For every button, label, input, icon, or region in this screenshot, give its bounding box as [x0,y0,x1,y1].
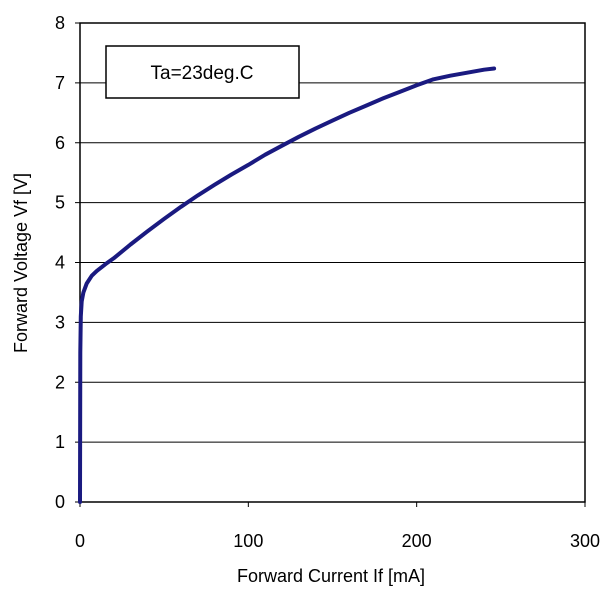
annotation-text: Ta=23deg.C [151,63,254,84]
x-tick-label: 100 [233,531,263,551]
y-axis-title: Forward Voltage Vf [V] [11,173,31,353]
axis-ticks: 0 1 2 3 4 5 6 7 8 0 100 200 300 [55,13,600,551]
y-tick-label: 8 [55,13,65,33]
x-axis-title: Forward Current If [mA] [237,566,425,586]
y-tick-label: 1 [55,432,65,452]
x-tick-label: 200 [402,531,432,551]
grid-lines [80,82,585,443]
y-tick-label: 3 [55,312,65,332]
y-tick-label: 0 [55,492,65,512]
y-tick-label: 4 [55,253,65,273]
y-tick-label: 6 [55,133,65,153]
annotation-box: Ta=23deg.C [105,45,300,99]
y-tick-label: 5 [55,193,65,213]
y-tick-label: 7 [55,73,65,93]
x-tick-label: 0 [75,531,85,551]
x-tick-label: 300 [570,531,600,551]
series-layer [78,66,497,504]
series-line [78,66,497,504]
y-tick-label: 2 [55,372,65,392]
